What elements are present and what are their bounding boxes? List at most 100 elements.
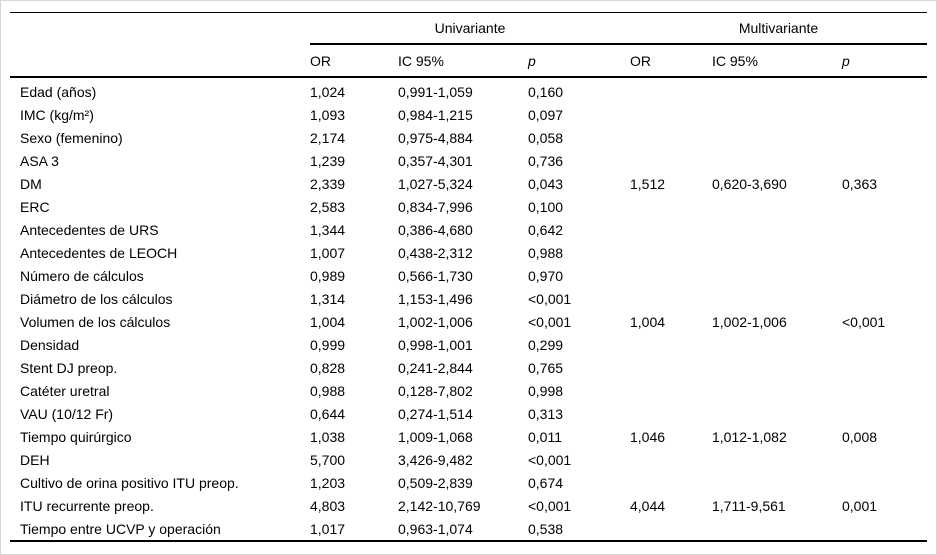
univariante-p-cell: <0,001: [528, 451, 572, 468]
multivariante-p-cell: [842, 126, 927, 149]
multivariante-p-cell: [842, 379, 927, 402]
univariante-or-cell: 2,583: [310, 198, 346, 215]
multivariante-ic95-cell: [712, 471, 842, 494]
multivariante-ic95-cell: [712, 264, 842, 287]
table-row: Sexo (femenino) 2,174 0,975-4,884 0,058: [10, 126, 927, 149]
univariante-p-cell: 0,970: [528, 267, 564, 284]
multivariante-p-cell: [842, 218, 927, 241]
multivariante-p-cell: [842, 77, 927, 103]
univariante-ic95-cell: 0,984-1,215: [398, 106, 473, 123]
multivariante-or-cell: [630, 149, 712, 172]
univariante-p-cell: 0,988: [528, 244, 564, 261]
variable-name-cell: Cultivo de orina positivo ITU preop.: [20, 474, 239, 491]
multivariante-ic95-cell: 1,002-1,006: [712, 313, 787, 330]
multivariante-or-cell: 1,512: [630, 175, 666, 192]
univariante-or-cell: 1,024: [310, 83, 346, 100]
univariante-ic95-cell: 2,142-10,769: [398, 497, 481, 514]
multivariante-ic95-cell: 1,711-9,561: [712, 497, 786, 514]
multivariante-ic95-cell: [712, 218, 842, 241]
univariante-p-cell: 0,097: [528, 106, 564, 123]
group-header-univariante: Univariante: [310, 12, 630, 45]
univariante-or-cell: 0,999: [310, 336, 346, 353]
univariante-p-cell: 0,058: [528, 129, 564, 146]
univariante-or-cell: 4,803: [310, 497, 346, 514]
multivariante-or-cell: [630, 264, 712, 287]
variable-name-cell: VAU (10/12 Fr): [20, 405, 114, 422]
univariante-ic95-cell: 1,153-1,496: [398, 290, 473, 307]
univariante-p-cell: 0,674: [528, 474, 564, 491]
univariante-or-cell: 1,314: [310, 290, 346, 307]
variable-name-cell: DEH: [20, 451, 50, 468]
univariante-p-cell: <0,001: [528, 290, 572, 307]
multivariante-p-cell: [842, 471, 927, 494]
regression-results-table: Univariante Multivariante OR IC 95% p OR…: [10, 12, 928, 542]
table-row: ITU recurrente preop. 4,803 2,142-10,769…: [10, 494, 927, 517]
table-row: ERC 2,583 0,834-7,996 0,100: [10, 195, 927, 218]
table-row: Densidad 0,999 0,998-1,001 0,299: [10, 333, 927, 356]
univariante-or-cell: 1,203: [310, 474, 346, 491]
multivariante-or-cell: [630, 333, 712, 356]
univariante-p-cell: 0,313: [528, 405, 564, 422]
multivariante-p-cell: [842, 333, 927, 356]
univariante-p-cell: 0,998: [528, 382, 564, 399]
group-header-row: Univariante Multivariante: [10, 12, 928, 45]
univariante-or-cell: 0,828: [310, 359, 346, 376]
univariante-or-cell: 1,344: [310, 221, 346, 238]
col-header-or-multivariante: OR: [630, 44, 712, 78]
univariante-ic95-cell: 0,834-7,996: [398, 198, 473, 215]
multivariante-ic95-cell: [712, 77, 842, 103]
univariante-ic95-cell: 0,998-1,001: [398, 336, 473, 353]
multivariante-p-cell: [842, 195, 927, 218]
multivariante-p-cell: [842, 149, 927, 172]
univariante-p-cell: 0,299: [528, 336, 564, 353]
column-header-row: OR IC 95% p OR IC 95% p: [10, 44, 928, 78]
table-row: Cultivo de orina positivo ITU preop. 1,2…: [10, 471, 927, 494]
multivariante-or-cell: [630, 517, 712, 542]
multivariante-p-cell: [842, 448, 927, 471]
univariante-p-cell: 0,100: [528, 198, 564, 215]
multivariante-p-cell: <0,001: [842, 313, 886, 330]
multivariante-p-cell: [842, 356, 927, 379]
table-row: Diámetro de los cálculos 1,314 1,153-1,4…: [10, 287, 927, 310]
variable-name-cell: ITU recurrente preop.: [20, 497, 154, 514]
multivariante-or-cell: [630, 471, 712, 494]
table-row: Número de cálculos 0,989 0,566-1,730 0,9…: [10, 264, 927, 287]
col-header-ic95-multivariante: IC 95%: [712, 44, 842, 78]
univariante-or-cell: 1,004: [310, 313, 346, 330]
multivariante-or-cell: [630, 218, 712, 241]
univariante-ic95-cell: 0,438-2,312: [398, 244, 473, 261]
multivariante-p-cell: [842, 264, 927, 287]
multivariante-p-cell: 0,363: [842, 175, 878, 192]
multivariante-or-cell: [630, 402, 712, 425]
variable-name-cell: Catéter uretral: [20, 382, 110, 399]
multivariante-or-cell: [630, 77, 712, 103]
multivariante-or-cell: [630, 103, 712, 126]
multivariante-or-cell: [630, 448, 712, 471]
variable-name-cell: Edad (años): [20, 83, 97, 100]
univariante-ic95-cell: 1,002-1,006: [398, 313, 473, 330]
multivariante-ic95-cell: 1,012-1,082: [712, 428, 787, 445]
univariante-ic95-cell: 0,241-2,844: [398, 359, 473, 376]
multivariante-ic95-cell: [712, 103, 842, 126]
multivariante-ic95-cell: [712, 241, 842, 264]
univariante-ic95-cell: 0,566-1,730: [398, 267, 473, 284]
multivariante-ic95-cell: 0,620-3,690: [712, 175, 787, 192]
univariante-ic95-cell: 0,975-4,884: [398, 129, 473, 146]
table-row: Antecedentes de LEOCH 1,007 0,438-2,312 …: [10, 241, 927, 264]
multivariante-ic95-cell: [712, 356, 842, 379]
univariante-or-cell: 2,174: [310, 129, 346, 146]
univariante-p-cell: 0,160: [528, 83, 564, 100]
variable-name-cell: Densidad: [20, 336, 80, 353]
multivariante-ic95-cell: [712, 402, 842, 425]
multivariante-ic95-cell: [712, 149, 842, 172]
univariante-ic95-cell: 0,128-7,802: [398, 382, 473, 399]
col-header-or-univariante: OR: [310, 44, 398, 78]
table-row: Antecedentes de URS 1,344 0,386-4,680 0,…: [10, 218, 927, 241]
univariante-ic95-cell: 0,509-2,839: [398, 474, 473, 491]
multivariante-p-cell: [842, 517, 928, 542]
univariante-p-cell: 0,765: [528, 359, 564, 376]
univariante-ic95-cell: 3,426-9,482: [398, 451, 473, 468]
table-row: ASA 3 1,239 0,357-4,301 0,736: [10, 149, 927, 172]
multivariante-p-cell: [842, 241, 927, 264]
